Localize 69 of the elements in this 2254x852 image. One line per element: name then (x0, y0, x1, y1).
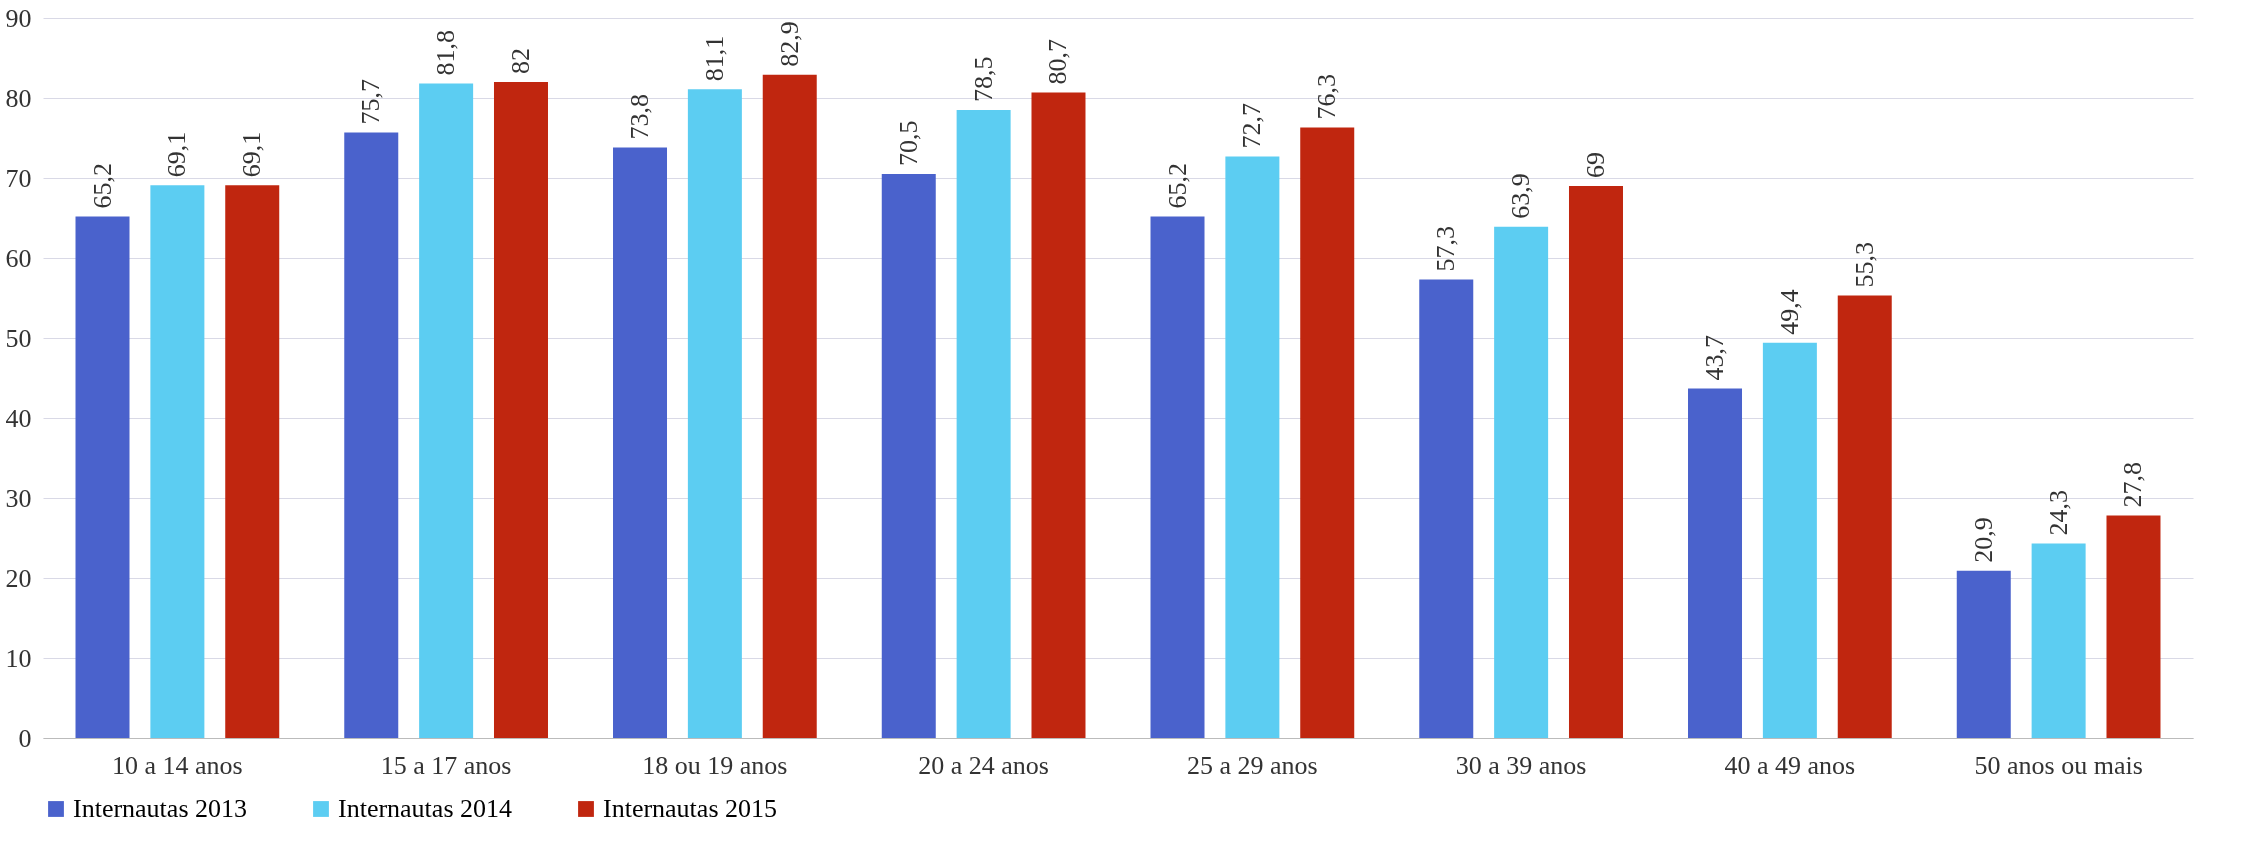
bar (956, 110, 1011, 738)
bar (225, 185, 280, 738)
x-tick-label: 25 a 29 anos (1187, 750, 1318, 780)
data-label: 27,8 (2118, 462, 2148, 508)
x-tick-label: 40 a 49 anos (1724, 750, 1856, 780)
bar (150, 185, 205, 738)
data-label: 65,2 (1162, 162, 1192, 209)
data-label: 82 (505, 48, 535, 74)
data-label: 81,8 (431, 30, 461, 76)
data-label: 65,2 (87, 162, 117, 209)
data-label: 73,8 (625, 94, 655, 140)
x-tick-label: 20 a 24 anos (918, 750, 1049, 780)
bar (2106, 515, 2161, 738)
y-tick-label: 60 (5, 243, 32, 273)
bar (2031, 543, 2086, 738)
x-tick-label: 18 ou 19 anos (642, 750, 788, 780)
data-label: 20,9 (1968, 517, 1998, 563)
y-tick-label: 40 (5, 403, 32, 433)
bar (613, 147, 668, 738)
bar (1494, 226, 1549, 738)
data-label: 63,9 (1506, 173, 1536, 219)
data-label: 69,1 (237, 131, 267, 178)
data-label: 57,3 (1431, 226, 1461, 272)
bar (1762, 342, 1817, 738)
x-tick-label: 15 a 17 anos (380, 750, 512, 780)
data-label: 24,3 (2043, 490, 2073, 536)
y-tick-label: 10 (5, 643, 32, 673)
legend-label: Internautas 2014 (338, 794, 513, 823)
y-tick-label: 30 (5, 483, 32, 513)
bar (1568, 186, 1623, 738)
y-tick-label: 0 (18, 723, 32, 753)
data-label: 82,9 (774, 21, 804, 67)
bar (762, 74, 817, 738)
y-tick-label: 90 (5, 3, 32, 33)
data-label: 49,4 (1774, 289, 1804, 335)
data-label: 81,1 (699, 35, 729, 82)
data-label: 78,5 (968, 56, 998, 102)
bar (493, 82, 548, 738)
y-tick-label: 70 (5, 163, 32, 193)
bar (1688, 388, 1743, 738)
data-label: 70,5 (893, 120, 923, 166)
legend-label: Internautas 2015 (603, 794, 778, 823)
data-label: 55,3 (1849, 242, 1879, 288)
bar (1150, 216, 1205, 738)
data-label: 72,7 (1237, 102, 1267, 149)
bar (344, 132, 399, 738)
x-tick-label: 10 a 14 anos (112, 750, 243, 780)
bar (1956, 570, 2011, 738)
data-label: 80,7 (1043, 38, 1073, 85)
y-tick-label: 20 (5, 563, 32, 593)
bar (881, 174, 936, 738)
data-label: 75,7 (356, 78, 386, 125)
y-tick-label: 50 (5, 323, 32, 353)
x-tick-label: 50 anos ou mais (1974, 750, 2143, 780)
bar (687, 89, 742, 738)
data-label: 69 (1580, 152, 1610, 178)
data-label: 76,3 (1312, 74, 1342, 120)
bar (1225, 156, 1280, 738)
bar (1419, 279, 1474, 738)
x-tick-label: 30 a 39 anos (1455, 750, 1587, 780)
bar (75, 216, 130, 738)
y-tick-label: 80 (5, 83, 32, 113)
bar (1837, 295, 1892, 738)
data-label: 43,7 (1700, 334, 1730, 381)
bar (419, 83, 474, 738)
legend-label: Internautas 2013 (73, 794, 248, 823)
bar (1031, 92, 1086, 738)
data-label: 69,1 (162, 131, 192, 178)
bar (1300, 127, 1355, 738)
